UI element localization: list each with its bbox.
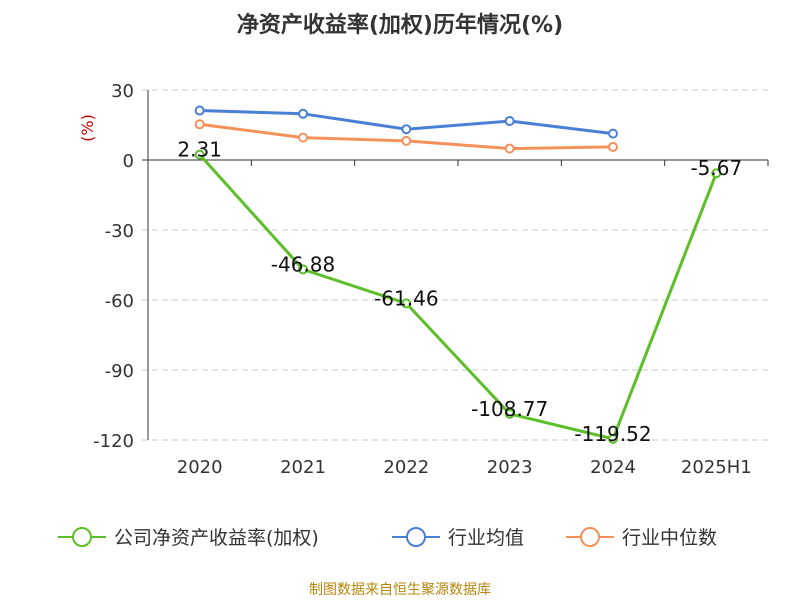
legend-label: 公司净资产收益率(加权) (114, 527, 319, 549)
data-point (401, 135, 412, 146)
y-tick-label: -60 (105, 291, 134, 312)
data-label: -46.88 (271, 252, 335, 276)
data-point (298, 264, 308, 275)
data-point (504, 116, 515, 127)
legend-marker (580, 527, 600, 547)
axes: 30 0 -30 -60 -90 -120 2020 2021 2022 2023 2024 2025… (93, 81, 769, 478)
y-tick-label: -90 (105, 361, 134, 382)
y-axis-unit: (%) (78, 114, 97, 142)
series-line-0 (198, 153, 718, 441)
data-label: -119.52 (574, 422, 651, 446)
data-point (401, 298, 412, 309)
x-tick-label: 2021 (280, 457, 326, 478)
data-point (608, 141, 618, 152)
grid-lines (142, 89, 768, 441)
y-tick-label: 30 (111, 81, 134, 102)
data-label: -108.77 (471, 397, 548, 421)
data-source-note: 制图数据来自恒生聚源数据库 (309, 582, 491, 598)
data-label: -5.67 (690, 156, 742, 180)
data-label: -61.46 (374, 286, 438, 310)
data-point (608, 128, 618, 139)
legend-marker (72, 527, 92, 547)
data-point (298, 132, 308, 143)
y-tick-label: -30 (105, 221, 134, 242)
data-point (504, 143, 515, 154)
data-point (298, 108, 308, 119)
data-labels: 2.31 -46.88 -61.46 -108.77 -119.52 -5.67 (177, 138, 742, 446)
legend-marker (406, 527, 426, 547)
data-point (401, 124, 412, 135)
series-layer (194, 105, 722, 444)
y-tick-label: 0 (123, 151, 134, 172)
data-point (504, 408, 515, 419)
data-point (194, 149, 205, 160)
data-label: 2.31 (177, 138, 222, 162)
data-point (194, 105, 205, 116)
data-point (711, 168, 722, 179)
x-tick-label: 2024 (590, 457, 636, 478)
legend-label: 行业中位数 (622, 527, 717, 549)
x-tick-label: 2025H1 (681, 457, 752, 478)
legend-label: 行业均值 (448, 527, 524, 549)
x-tick-label: 2020 (177, 457, 223, 478)
legend[interactable]: 公司净资产收益率(加权) 行业均值 行业中位数 (58, 527, 717, 549)
x-tick-label: 2023 (487, 457, 533, 478)
data-point (194, 119, 205, 130)
y-tick-label: -120 (93, 431, 134, 452)
data-point (608, 433, 618, 444)
x-tick-label: 2022 (383, 457, 429, 478)
chart-title: 净资产收益率(加权)历年情况(%) (237, 12, 563, 38)
